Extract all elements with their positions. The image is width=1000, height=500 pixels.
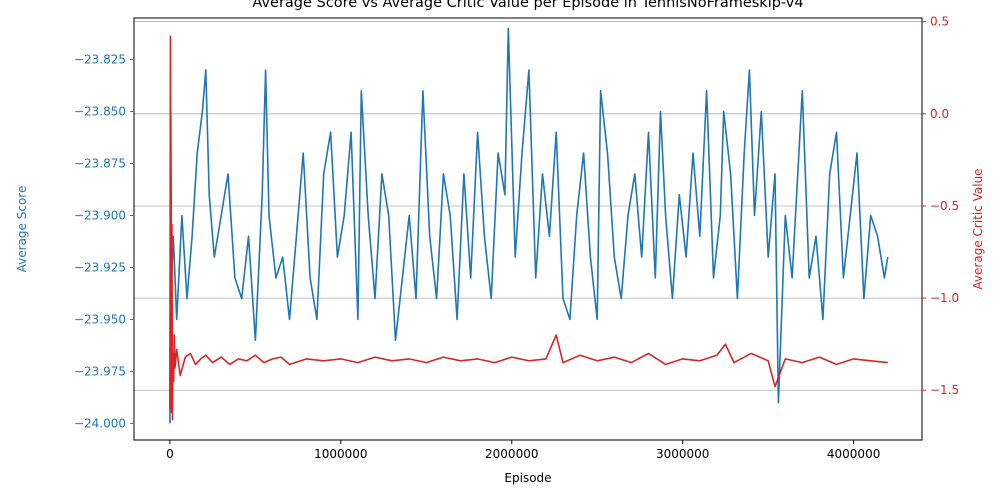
x-tick-label: 4000000 <box>827 447 880 461</box>
x-tick-label: 0 <box>166 447 174 461</box>
x-axis: 0 1000000 2000000 3000000 4000000 <box>166 440 880 461</box>
y-left-tick-label: −23.925 <box>74 260 126 274</box>
y-axis-left-label: Average Score <box>15 186 29 273</box>
y-left-tick-label: −23.850 <box>74 105 126 119</box>
chart-title: Average Score vs Average Critic Value pe… <box>252 0 803 11</box>
plot-area <box>169 27 889 424</box>
y-left-tick-label: −23.950 <box>74 312 126 326</box>
average-critic-value-line <box>169 35 888 421</box>
average-score-line <box>169 27 889 424</box>
y-left-tick-label: −23.975 <box>74 364 126 378</box>
y-left-tick-label: −23.900 <box>74 208 126 222</box>
y-axis-left: −23.825 −23.850 −23.875 −23.900 −23.925 −23.9… <box>74 53 134 430</box>
gridlines <box>134 21 922 391</box>
y-right-tick-label: −0.5 <box>930 199 959 213</box>
y-left-tick-label: −24.000 <box>74 416 126 430</box>
y-right-tick-label: 0.0 <box>930 107 949 121</box>
y-left-tick-label: −23.825 <box>74 53 126 67</box>
y-right-tick-label: 0.5 <box>930 15 949 29</box>
plot-frame <box>133 17 923 441</box>
y-left-tick-label: −23.875 <box>74 157 126 171</box>
y-axis-right: 0.5 0.0 −0.5 −1.0 −1.5 <box>922 15 959 397</box>
x-tick-label: 1000000 <box>314 447 367 461</box>
y-right-tick-label: −1.5 <box>930 383 959 397</box>
x-tick-label: 2000000 <box>485 447 538 461</box>
x-axis-label: Episode <box>504 471 551 485</box>
y-right-tick-label: −1.0 <box>930 291 959 305</box>
x-tick-label: 3000000 <box>656 447 709 461</box>
y-axis-right-label: Average Critic Value <box>971 168 985 289</box>
